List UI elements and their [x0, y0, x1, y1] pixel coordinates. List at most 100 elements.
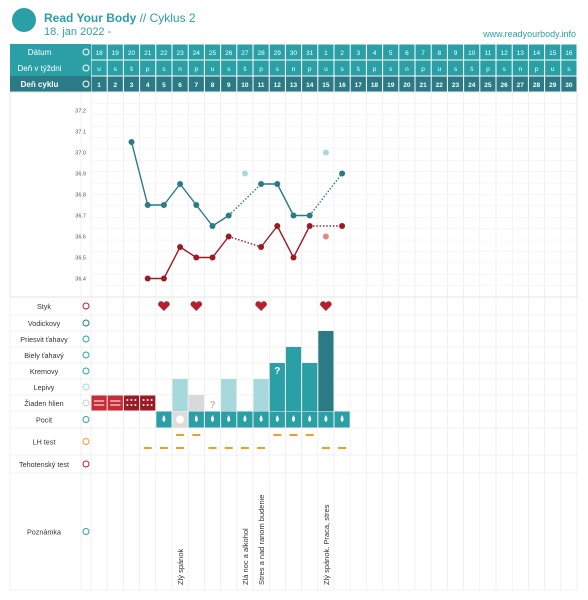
- cycle-day-value: 7: [194, 82, 198, 89]
- cycle-day-cell: [269, 76, 285, 92]
- series-1-segment: [228, 183, 262, 217]
- spotting-dot: [134, 399, 137, 401]
- date-cell: [334, 44, 350, 60]
- weekday-cell: [447, 60, 464, 76]
- date-cell: [221, 44, 237, 60]
- header-icon-cell: [81, 60, 91, 76]
- weekday-value: n: [178, 66, 182, 73]
- date-value: 29: [274, 50, 282, 57]
- cycle-day-row-label: Deň cyklu: [21, 80, 59, 89]
- weekday-value: š: [243, 66, 247, 73]
- cycle-day-cell: [545, 76, 561, 92]
- series-1-point: [128, 139, 135, 145]
- weekday-value: p: [146, 66, 150, 73]
- date-cell: [302, 44, 318, 60]
- cycle-day-cell: [285, 76, 302, 92]
- weekday-value: p: [421, 66, 425, 73]
- weekday-cell: [123, 60, 140, 76]
- cycle-day-value: 17: [355, 82, 363, 89]
- weekday-value: s: [340, 66, 344, 73]
- weekday-cell: [318, 60, 334, 76]
- cycle-day-value: 20: [403, 82, 411, 89]
- cycle-day-value: 29: [549, 82, 557, 89]
- header-label-bg: [10, 60, 81, 76]
- cycle-day-value: 24: [468, 82, 476, 89]
- cycle-date: 18. jan 2022 -: [44, 26, 112, 38]
- weekday-cell: [415, 60, 431, 76]
- weekday-cell: [188, 60, 204, 76]
- series-2-point: [306, 223, 313, 229]
- date-cell: [269, 44, 285, 60]
- date-value: 5: [389, 50, 393, 57]
- mucus-bar: [302, 363, 318, 411]
- weekday-value: š: [357, 66, 361, 73]
- spotting-dot: [142, 399, 145, 401]
- date-value: 24: [193, 50, 201, 57]
- mucus-bar: [269, 363, 285, 411]
- date-cell: [140, 44, 156, 60]
- weekday-cell: [350, 60, 366, 76]
- cycle-day-cell: [480, 76, 496, 92]
- series-1-segment: [195, 204, 214, 227]
- series-2-segment: [276, 225, 295, 258]
- date-cell: [431, 44, 447, 60]
- date-value: 26: [225, 50, 233, 57]
- weekday-value: u: [437, 66, 441, 73]
- series-1-point: [193, 202, 200, 208]
- series-2-point: [339, 223, 346, 229]
- date-value: 6: [405, 50, 409, 57]
- date-value: 15: [549, 50, 557, 57]
- series-1-point: [177, 181, 184, 187]
- spotting-dot: [130, 399, 133, 401]
- cycle-day-value: 1: [97, 82, 101, 89]
- weekday-value: p: [259, 66, 263, 73]
- weekday-cell: [431, 60, 447, 76]
- weekday-value: š: [130, 66, 134, 73]
- lepivy-icon: [82, 383, 90, 391]
- weekday-row-label: Deň v týždni: [17, 64, 61, 73]
- date-cell: [350, 44, 366, 60]
- series-1-segment: [163, 183, 181, 206]
- weekday-value: p: [308, 66, 312, 73]
- weekday-cell: [140, 60, 156, 76]
- date-value: 13: [517, 50, 525, 57]
- weekday-cell: [399, 60, 415, 76]
- weekday-cell: [107, 60, 123, 76]
- kremovy-row-label: Kremovy: [30, 367, 59, 376]
- weekday-value: n: [518, 66, 522, 73]
- weekday-value: p: [373, 66, 377, 73]
- series-1-point: [160, 202, 167, 208]
- date-cell: [285, 44, 302, 60]
- cycle-day-cell: [107, 76, 123, 92]
- header-label-bg: [10, 44, 81, 60]
- cycle-day-value: 18: [371, 82, 379, 89]
- pocit-drop-icon: [227, 415, 231, 422]
- cycle-day-value: 25: [484, 82, 492, 89]
- cycle-day-cell: [496, 76, 512, 92]
- date-value: 8: [437, 50, 441, 57]
- site-link[interactable]: www.readyourbody.info: [483, 29, 576, 39]
- cycle-day-cell: [366, 76, 383, 92]
- app-title: Read Your Body // Cyklus 2: [44, 11, 196, 25]
- spotting-dot: [150, 404, 153, 406]
- cycle-day-value: 30: [565, 82, 573, 89]
- date-value: 2: [340, 50, 344, 57]
- poznamka-row-label: Poznámka: [27, 528, 61, 537]
- weekday-cell: [528, 60, 545, 76]
- tehotensky-row-label: Tehotenský test: [19, 460, 69, 469]
- date-cell: [204, 44, 221, 60]
- series-1-segment: [179, 183, 197, 206]
- y-tick-label: 37.2: [75, 109, 86, 115]
- tehotensky-icon: [82, 460, 90, 468]
- weekday-cell: [366, 60, 383, 76]
- date-row-label: Dátum: [28, 48, 52, 57]
- series-1-excluded-point: [241, 170, 248, 177]
- weekday-cell: [464, 60, 480, 76]
- cycle-day-value: 9: [227, 82, 231, 89]
- cycle-day-cell: [334, 76, 350, 92]
- series-1-point: [339, 170, 346, 177]
- weekday-icon: [82, 64, 90, 72]
- pocit-drop-icon: [275, 415, 279, 422]
- styk-row-label: Styk: [37, 302, 51, 311]
- series-2-segment: [228, 235, 262, 248]
